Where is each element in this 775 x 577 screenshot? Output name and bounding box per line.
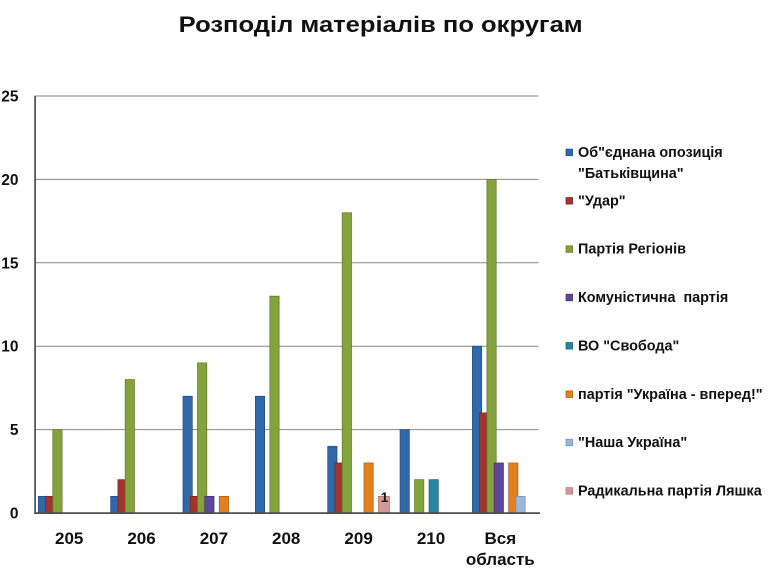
svg-text:5: 5 <box>10 422 19 439</box>
svg-text:"Наша Україна": "Наша Україна" <box>578 435 687 451</box>
svg-text:Вся: Вся <box>484 529 516 548</box>
svg-text:Розподіл матеріалів по округам: Розподіл матеріалів по округам <box>179 12 583 37</box>
svg-text:Партія Регіонів: Партія Регіонів <box>578 242 686 258</box>
svg-text:208: 208 <box>272 529 300 548</box>
svg-text:10: 10 <box>1 339 18 356</box>
svg-text:25: 25 <box>1 89 19 106</box>
svg-text:ВО "Свобода": ВО "Свобода" <box>578 338 679 354</box>
svg-text:205: 205 <box>55 529 83 548</box>
svg-text:0: 0 <box>10 506 19 523</box>
svg-text:206: 206 <box>127 529 155 548</box>
svg-text:1: 1 <box>381 490 389 505</box>
svg-text:15: 15 <box>1 255 19 272</box>
svg-text:Радикальна партія Ляшка: Радикальна партія Ляшка <box>578 484 763 500</box>
svg-text:партія "Україна - вперед!": партія "Україна - вперед!" <box>578 387 763 403</box>
svg-text:"Батьківщина": "Батьківщина" <box>578 166 684 182</box>
svg-text:область: область <box>466 550 535 569</box>
svg-text:209: 209 <box>344 529 372 548</box>
svg-text:Комуністична партія: Комуністична партія <box>578 290 728 306</box>
svg-text:20: 20 <box>1 172 18 189</box>
svg-text:"Удар": "Удар" <box>578 193 626 209</box>
svg-text:210: 210 <box>417 529 445 548</box>
svg-text:207: 207 <box>200 529 228 548</box>
svg-text:Об"єднана опозиція: Об"єднана опозиція <box>578 145 723 161</box>
